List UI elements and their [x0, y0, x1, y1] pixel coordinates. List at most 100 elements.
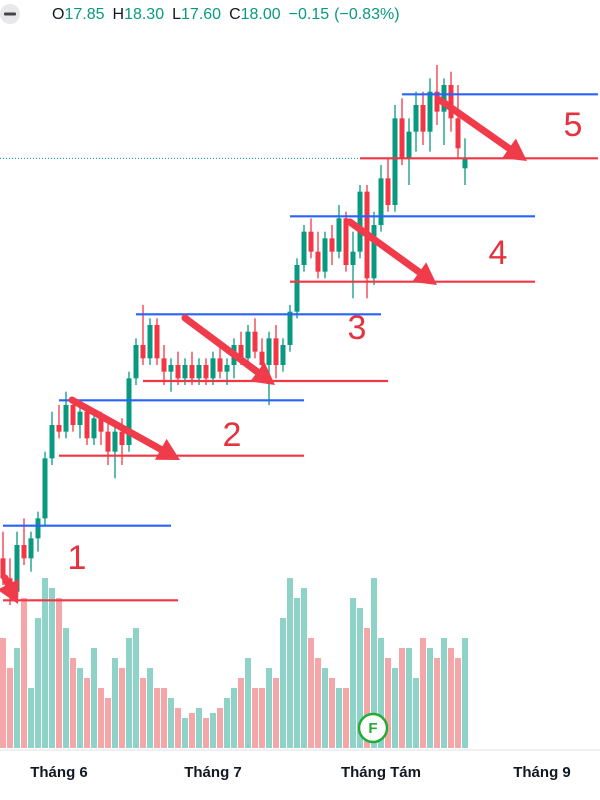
volume-bar: [350, 598, 356, 748]
zone-label: 4: [489, 234, 508, 272]
volume-bar: [371, 578, 377, 748]
candle-body: [217, 358, 223, 372]
candle-body: [462, 158, 468, 169]
candle-body: [49, 425, 55, 459]
candle-body: [70, 405, 76, 425]
candle-body: [21, 545, 27, 559]
volume-bar: [70, 658, 76, 748]
candle-body: [0, 558, 6, 579]
arrow-head: [250, 362, 275, 385]
candle-body: [371, 225, 377, 279]
candle-body: [294, 265, 300, 312]
volume-bar: [280, 618, 286, 748]
candle-body: [399, 118, 405, 159]
arrow-shaft: [1, 574, 12, 588]
candle-body: [378, 178, 384, 225]
candle-body: [56, 425, 62, 432]
candle-body: [63, 405, 69, 432]
candle-body: [119, 431, 125, 445]
candle-body: [140, 345, 146, 359]
volume-bar: [273, 678, 279, 748]
candle-body: [112, 431, 118, 452]
volume-bar: [462, 638, 468, 748]
candle-body: [322, 238, 328, 272]
volume-bar: [119, 668, 125, 748]
x-tick-label: Tháng Tám: [341, 764, 421, 781]
candle-body: [329, 238, 335, 252]
candle-body: [406, 131, 412, 159]
arrow-shaft: [68, 396, 165, 453]
candle-body: [91, 418, 97, 439]
candle-body: [350, 251, 356, 265]
candle-body: [420, 105, 426, 132]
legend-value: 17.85: [64, 6, 104, 23]
volume-bar: [364, 628, 370, 748]
candle-body: [336, 218, 342, 252]
volume-bar: [133, 628, 139, 748]
volume-bar: [14, 648, 20, 748]
volume-bar: [420, 638, 426, 748]
legend-value: 18.00: [241, 6, 281, 23]
event-marker-circle[interactable]: [357, 712, 389, 744]
volume-bar: [91, 648, 97, 748]
zone-label: 1: [68, 539, 87, 577]
candle-body: [210, 358, 216, 379]
legend-change-pct: (−0.83%): [334, 6, 399, 23]
candle-body: [273, 338, 279, 365]
volume-bar: [357, 608, 363, 748]
volume-bar: [301, 588, 307, 748]
candle-body: [448, 85, 454, 119]
candle-body: [161, 358, 167, 372]
legend-label: O: [52, 6, 64, 23]
candle-body: [105, 431, 111, 452]
candle-body: [147, 325, 153, 359]
candle-body: [266, 338, 272, 365]
arrow-head: [412, 262, 437, 285]
candle-body: [203, 365, 209, 379]
candle-body: [301, 231, 307, 265]
volume-bar: [413, 678, 419, 748]
volume-bar: [231, 688, 237, 748]
volume-bar: [147, 668, 153, 748]
volume-bar: [105, 698, 111, 748]
candle-body: [308, 231, 314, 252]
candle-body: [287, 311, 293, 345]
candle-body: [84, 411, 90, 439]
collapse-icon: [4, 12, 16, 16]
volume-bar: [336, 688, 342, 748]
volume-bar: [322, 668, 328, 748]
legend: O 17.85 H 18.30 L 17.60 C 18.00 −0.15 (−0.83%): [52, 6, 400, 23]
legend-value: 18.30: [124, 6, 164, 23]
zone-label: 2: [223, 416, 242, 454]
arrow-head: [502, 138, 527, 161]
volume-bar: [98, 688, 104, 748]
volume-bar: [378, 638, 384, 748]
zone-label: 3: [348, 309, 367, 347]
volume-bar: [329, 678, 335, 748]
volume-bar: [434, 658, 440, 748]
volume-bar: [7, 668, 13, 748]
volume-bar: [455, 658, 461, 748]
volume-bar: [161, 688, 167, 748]
candle-body: [42, 458, 48, 519]
candle-body: [252, 331, 258, 352]
volume-bar: [175, 708, 181, 748]
candle-body: [196, 365, 202, 379]
volume-bar: [0, 638, 6, 748]
candle-body: [126, 378, 132, 445]
candle-body: [245, 331, 251, 359]
arrow-head: [0, 578, 19, 604]
volume-bar: [63, 628, 69, 748]
candle-body: [35, 518, 41, 539]
zone-label: 5: [564, 106, 583, 144]
volume-bar: [252, 688, 258, 748]
candle-body: [77, 411, 83, 425]
candle-body: [413, 105, 419, 132]
candle-body: [224, 365, 230, 372]
candle-body: [182, 365, 188, 379]
volume-bar: [189, 713, 195, 748]
arrow-shaft: [436, 96, 513, 152]
volume-bar: [406, 648, 412, 748]
volume-bar: [245, 658, 251, 748]
